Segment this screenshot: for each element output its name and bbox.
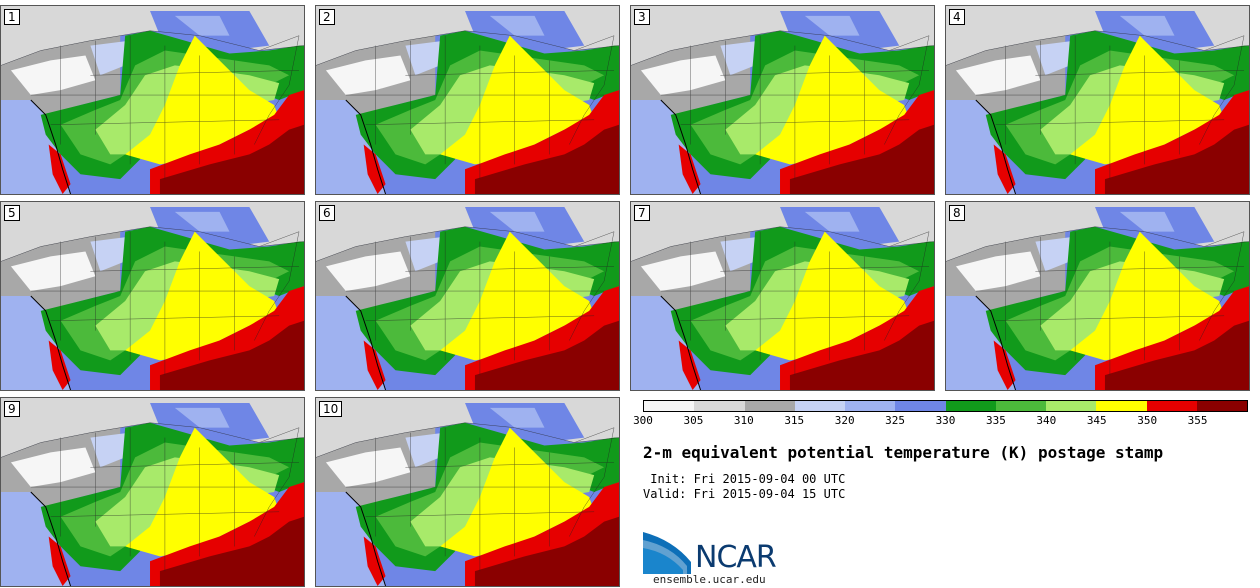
ensemble-member-panel-10: 10 xyxy=(315,397,620,587)
member-map xyxy=(631,202,934,390)
color-scale-segment xyxy=(644,401,695,411)
ensemble-member-panel-9: 9 xyxy=(0,397,305,587)
color-scale-tick-label: 335 xyxy=(985,414,1006,427)
color-scale-tick-label: 325 xyxy=(885,414,906,427)
member-map xyxy=(631,6,934,194)
member-number: 3 xyxy=(634,9,650,25)
ensemble-member-panel-2: 2 xyxy=(315,5,620,195)
member-number: 8 xyxy=(949,205,965,221)
color-scale-segment xyxy=(895,401,946,411)
color-scale-tick-label: 310 xyxy=(733,414,754,427)
member-map xyxy=(316,202,619,390)
color-scale-ticks: 300 305 310 315 320 325 330 335 340 345 350 355 xyxy=(633,414,1248,428)
init-time: Init: Fri 2015-09-04 00 UTC xyxy=(643,472,846,486)
ensemble-member-panel-8: 8 xyxy=(945,201,1250,391)
color-scale-segment xyxy=(794,401,845,411)
member-map xyxy=(946,202,1249,390)
color-scale-tick-label: 315 xyxy=(784,414,805,427)
color-scale-tick-label: 345 xyxy=(1086,414,1107,427)
logo-wordmark: NCAR xyxy=(695,540,777,575)
chart-title: 2-m equivalent potential temperature (K)… xyxy=(643,443,1164,462)
member-number: 10 xyxy=(319,401,343,417)
color-scale-segment xyxy=(1046,401,1097,411)
color-scale-tick-label: 305 xyxy=(683,414,704,427)
ncar-logo-icon xyxy=(643,532,691,574)
member-number: 5 xyxy=(4,205,20,221)
member-number: 2 xyxy=(319,9,335,25)
member-number: 4 xyxy=(949,9,965,25)
color-scale-segment xyxy=(845,401,896,411)
color-scale-tick-label: 340 xyxy=(1036,414,1057,427)
ensemble-member-panel-5: 5 xyxy=(0,201,305,391)
ensemble-member-panel-3: 3 xyxy=(630,5,935,195)
member-number: 9 xyxy=(4,401,20,417)
color-scale-segment xyxy=(744,401,795,411)
member-map xyxy=(1,6,304,194)
member-number: 6 xyxy=(319,205,335,221)
member-number: 1 xyxy=(4,9,20,25)
ensemble-member-panel-1: 1 xyxy=(0,5,305,195)
member-map xyxy=(946,6,1249,194)
color-scale-segment xyxy=(1096,401,1147,411)
color-scale-bar xyxy=(643,400,1248,412)
color-scale-tick-label: 300 xyxy=(633,414,653,427)
ensemble-member-panel-4: 4 xyxy=(945,5,1250,195)
member-map xyxy=(1,398,304,586)
color-scale-tick-label: 355 xyxy=(1187,414,1208,427)
member-map xyxy=(316,6,619,194)
ensemble-member-panel-6: 6 xyxy=(315,201,620,391)
member-map xyxy=(316,398,619,586)
color-scale-tick-label: 330 xyxy=(935,414,956,427)
member-map xyxy=(1,202,304,390)
run-info: Init: Fri 2015-09-04 00 UTC Valid: Fri 2… xyxy=(643,472,845,502)
color-scale-segment xyxy=(1146,401,1197,411)
color-scale-segment xyxy=(945,401,996,411)
ensemble-member-panel-7: 7 xyxy=(630,201,935,391)
valid-time: Valid: Fri 2015-09-04 15 UTC xyxy=(643,487,846,501)
color-scale-tick-label: 320 xyxy=(834,414,855,427)
site-url: ensemble.ucar.edu xyxy=(653,573,766,586)
member-number: 7 xyxy=(634,205,650,221)
color-scale-segment xyxy=(995,401,1046,411)
color-scale-segment xyxy=(694,401,745,411)
color-scale-tick-label: 350 xyxy=(1137,414,1158,427)
color-scale-segment xyxy=(1196,401,1247,411)
